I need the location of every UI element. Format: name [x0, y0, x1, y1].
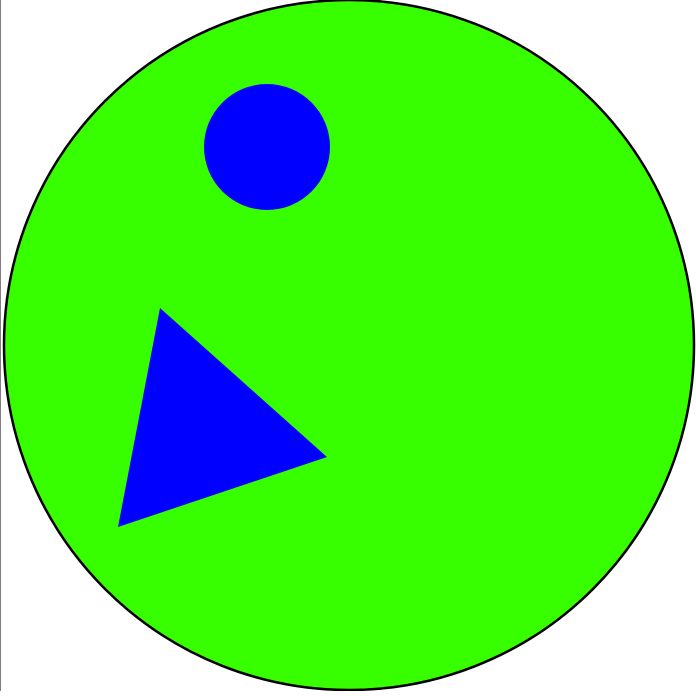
blue-triangle — [118, 308, 327, 527]
small-blue-circle — [204, 84, 330, 210]
left-frame-edge — [0, 0, 1, 691]
